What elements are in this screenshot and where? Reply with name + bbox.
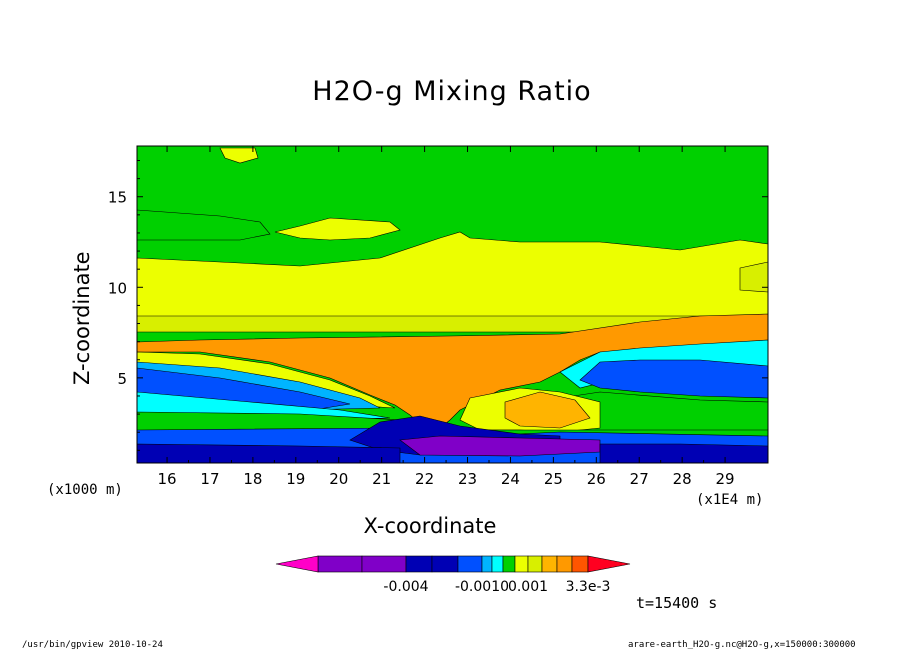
x-unit-label-right: (x1E4 m): [696, 492, 764, 508]
colorbar-max-arrow: [587, 555, 631, 573]
region-blue-right: [579, 359, 768, 399]
region-yellow-right: [739, 261, 768, 293]
x-tick-label: 16: [158, 470, 177, 488]
y-tick-label: 15: [108, 189, 127, 207]
region-purple-bottom: [399, 435, 601, 457]
colorbar-swatch: [317, 555, 363, 573]
contour-fills: [137, 146, 768, 463]
colorbar-label: 3.3e-3: [566, 579, 611, 595]
axis-ticks: 16 17 18 19 20 21 22 23 24 25 26 27 28 29 5 10 15: [108, 146, 768, 488]
x-tick-label: 24: [501, 470, 520, 488]
time-label: t=15400 s: [636, 594, 718, 612]
x-tick-label: 19: [286, 470, 305, 488]
colorbar-swatch: [556, 555, 573, 573]
colorbar-swatch: [571, 555, 589, 573]
colorbar-swatch: [502, 555, 516, 573]
footer-left: /usr/bin/gpview 2010-10-24: [22, 640, 163, 650]
x-tick-label: 23: [458, 470, 477, 488]
colorbar-swatch: [405, 555, 433, 573]
x-tick-label: 21: [372, 470, 391, 488]
colorbar-min-arrow: [275, 555, 319, 573]
region-yellow-cap: [219, 147, 259, 164]
y-tick-label: 10: [108, 279, 127, 297]
colorbar-label: -0.004: [383, 579, 428, 595]
x-tick-label: 27: [630, 470, 649, 488]
x-tick-label: 29: [716, 470, 735, 488]
y-tick-label: 5: [117, 370, 127, 388]
colorbar-swatch: [481, 555, 493, 573]
colorbar-swatch: [541, 555, 558, 573]
colorbar-swatch: [431, 555, 459, 573]
x-tick-label: 18: [243, 470, 262, 488]
colorbar-swatch: [491, 555, 504, 573]
region-navy-right-bottom: [599, 443, 768, 463]
x-tick-label: 20: [329, 470, 348, 488]
colorbar-label: 0.001: [508, 579, 548, 595]
plot-border: [136, 145, 769, 464]
colorbar-label: -0.0010: [455, 579, 509, 595]
colorbar-swatch: [361, 555, 407, 573]
region-yellow-patch: [274, 217, 401, 241]
x-unit-label: (x1000 m): [47, 482, 123, 498]
region-yellow-band: [137, 231, 768, 331]
region-orange-plume: [137, 313, 768, 429]
x-tick-label: 28: [673, 470, 692, 488]
y-axis-label: Z-coordinate: [70, 251, 94, 385]
footer-right: arare-earth_H2O-g.nc@H2O-g,x=150000:3000…: [628, 640, 856, 650]
x-tick-label: 26: [587, 470, 606, 488]
region-orange-patch-lower: [504, 391, 591, 429]
x-tick-label: 22: [415, 470, 434, 488]
colorbar-swatch: [514, 555, 529, 573]
x-axis-label: X-coordinate: [363, 514, 497, 538]
plot-frame: [136, 145, 769, 464]
colorbar-swatch: [457, 555, 483, 573]
region-green-stripe: [137, 209, 271, 241]
x-tick-label: 17: [200, 470, 219, 488]
region-navy-left-bottom: [137, 443, 401, 463]
x-tick-label: 25: [544, 470, 563, 488]
chart-title: H2O-g Mixing Ratio: [312, 76, 592, 107]
colorbar-swatch: [527, 555, 543, 573]
